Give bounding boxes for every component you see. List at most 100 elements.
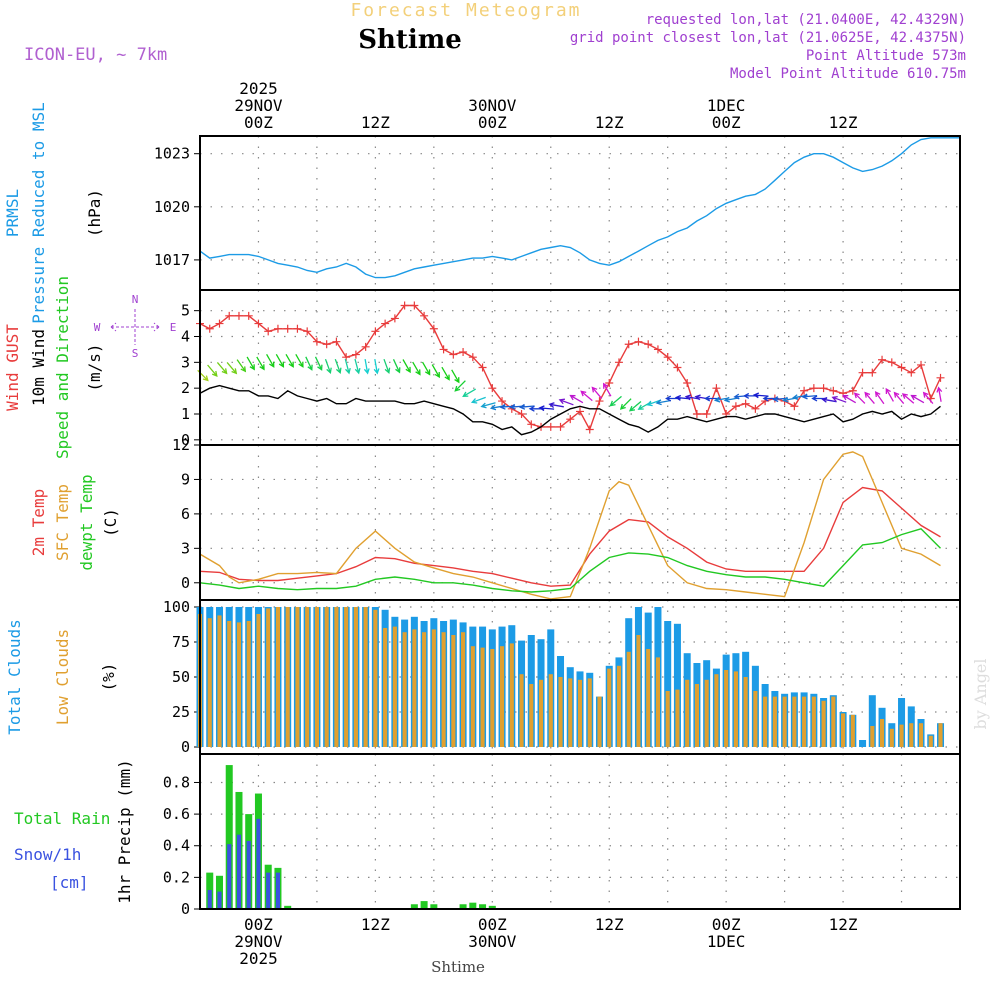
gust-marker bbox=[498, 397, 507, 406]
low-clouds-bar bbox=[938, 723, 943, 747]
total-rain-bar bbox=[488, 905, 496, 909]
wind-arrow bbox=[373, 358, 380, 375]
gust-marker bbox=[614, 358, 623, 367]
wind-arrow bbox=[538, 405, 555, 412]
low-clouds-bar bbox=[490, 649, 495, 747]
low-clouds-bar bbox=[392, 626, 397, 747]
low-clouds-bar bbox=[207, 618, 212, 747]
gust-marker bbox=[546, 422, 555, 431]
wind-arrow bbox=[619, 398, 632, 410]
snow-1h-bar bbox=[246, 840, 251, 909]
low-clouds-bar bbox=[236, 622, 242, 747]
low-clouds-bar bbox=[772, 696, 777, 747]
wind-arrow bbox=[893, 391, 905, 405]
low-clouds-bar bbox=[870, 726, 875, 747]
wind-arrow bbox=[480, 402, 496, 409]
panel-frame bbox=[199, 753, 961, 910]
compass-lines bbox=[110, 309, 160, 345]
wind-arrow bbox=[831, 395, 847, 403]
low-clouds-bar bbox=[655, 657, 660, 747]
gust-marker bbox=[439, 345, 448, 354]
low-clouds-bar bbox=[889, 728, 894, 747]
panel-label: PRMSL bbox=[3, 189, 22, 237]
panel-label: Speed and Direction bbox=[53, 276, 72, 459]
wind-arrow bbox=[580, 390, 593, 402]
total-clouds-bar bbox=[868, 695, 876, 747]
y-tick-label: 4 bbox=[181, 328, 190, 346]
wind-arrow bbox=[922, 391, 934, 405]
low-clouds-bar bbox=[831, 696, 836, 747]
gust-marker bbox=[215, 319, 224, 328]
top-time-label: 30NOV bbox=[468, 96, 517, 115]
low-clouds-bar bbox=[256, 614, 261, 747]
compass-north: N bbox=[132, 292, 139, 305]
gust-marker bbox=[731, 402, 740, 411]
wind-arrow bbox=[431, 364, 440, 379]
wind-arrow bbox=[864, 391, 875, 405]
snow-1h-bar bbox=[266, 872, 271, 909]
low-clouds-bar bbox=[636, 635, 641, 747]
low-clouds-bar bbox=[763, 696, 768, 747]
gust-marker bbox=[624, 340, 633, 349]
gust-marker bbox=[361, 342, 370, 351]
prmsl-line bbox=[199, 137, 960, 279]
gust-marker bbox=[234, 311, 243, 320]
wind-arrow bbox=[314, 356, 323, 371]
panel-label: Wind GUST bbox=[3, 324, 22, 411]
y-tick-label: 1 bbox=[181, 405, 190, 423]
gust-marker bbox=[819, 384, 828, 393]
low-clouds-bar bbox=[529, 684, 534, 747]
wind-arrow bbox=[454, 380, 466, 392]
low-clouds-bar bbox=[295, 607, 300, 747]
gust-marker bbox=[468, 353, 477, 362]
location-title: Shtime bbox=[358, 25, 462, 55]
wind-arrow bbox=[569, 394, 584, 404]
gust-marker bbox=[673, 363, 682, 372]
low-clouds-bar bbox=[383, 628, 388, 747]
low-clouds-bar bbox=[266, 608, 271, 747]
wind-arrow bbox=[334, 358, 342, 374]
wind-arrow bbox=[285, 353, 294, 368]
gust-marker bbox=[390, 314, 399, 323]
gust-marker bbox=[605, 379, 614, 387]
footer-label: Shtime bbox=[431, 958, 485, 976]
low-clouds-bar bbox=[246, 621, 251, 747]
bottom-time-label: 2025 bbox=[239, 949, 278, 968]
top-time-label: 12Z bbox=[361, 113, 390, 132]
total-clouds-bar bbox=[859, 740, 867, 747]
gust-marker bbox=[907, 368, 916, 377]
top-time-label: 1DEC bbox=[707, 96, 746, 115]
low-clouds-bar bbox=[616, 665, 622, 747]
gust-marker bbox=[595, 397, 604, 406]
y-tick-label: 75 bbox=[172, 633, 190, 651]
low-clouds-bar bbox=[441, 632, 446, 747]
wind-arrow bbox=[226, 361, 238, 375]
low-clouds-bar bbox=[733, 671, 738, 747]
y-tick-label: 3 bbox=[181, 353, 190, 371]
panel-label: Total Rain bbox=[14, 809, 110, 828]
low-clouds-bar bbox=[431, 629, 436, 747]
total-clouds-bar bbox=[673, 623, 681, 747]
gust-marker bbox=[712, 384, 721, 393]
gust-marker bbox=[283, 324, 292, 333]
wind-arrow bbox=[324, 358, 332, 374]
panel-label: Snow/1h bbox=[14, 845, 81, 864]
wind-arrow bbox=[392, 359, 401, 374]
snow-1h-bar bbox=[275, 872, 280, 909]
low-clouds-bar bbox=[685, 679, 690, 747]
low-clouds-bar bbox=[899, 724, 904, 747]
gust-marker bbox=[887, 358, 896, 367]
panel-label: (C) bbox=[101, 508, 120, 537]
gust-marker bbox=[381, 319, 390, 328]
y-tick-label: 0.8 bbox=[163, 773, 190, 791]
bottom-time-label: 00Z bbox=[478, 915, 507, 934]
low-clouds-bar bbox=[538, 679, 544, 747]
gust-marker bbox=[420, 311, 429, 320]
low-clouds-bar bbox=[802, 696, 807, 747]
gust-marker bbox=[459, 348, 468, 356]
gust-marker bbox=[303, 327, 312, 336]
gust-marker bbox=[702, 410, 711, 418]
panel-label: 1hr Precip (mm) bbox=[115, 759, 134, 904]
low-clouds-bar bbox=[470, 646, 475, 747]
total-clouds-bar bbox=[898, 698, 906, 747]
